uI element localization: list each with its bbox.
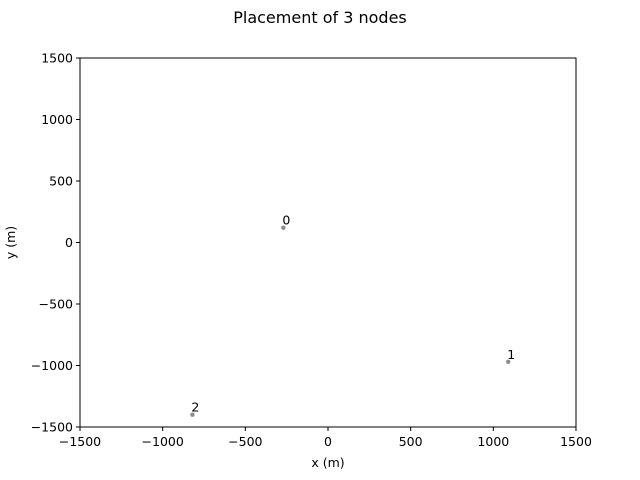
x-tick-label: 1000 xyxy=(477,434,509,449)
y-tick-label: −1000 xyxy=(31,358,73,373)
y-tick-label: 1500 xyxy=(41,51,73,66)
x-tick-label: −1500 xyxy=(59,434,101,449)
x-axis: −1500 −1000 −500 0 500 1000 1500 xyxy=(59,427,592,449)
node-label: 0 xyxy=(282,213,290,228)
x-tick-label: −500 xyxy=(228,434,262,449)
node-label: 2 xyxy=(191,400,199,415)
y-tick-label: 0 xyxy=(65,235,73,250)
plot-area xyxy=(79,57,577,428)
x-axis-label: x (m) xyxy=(311,455,344,470)
x-tick-label: 0 xyxy=(324,434,332,449)
x-tick-label: −1000 xyxy=(142,434,184,449)
y-axis: −1500 −1000 −500 0 500 1000 1500 xyxy=(31,51,80,435)
node-point xyxy=(190,412,195,417)
x-tick-label: 500 xyxy=(399,434,423,449)
node-point xyxy=(281,225,286,230)
x-tick-label: 1500 xyxy=(560,434,592,449)
y-tick-label: 1000 xyxy=(41,112,73,127)
node-point xyxy=(506,359,511,365)
chart-title: Placement of 3 nodes xyxy=(233,8,407,27)
y-tick-label: 500 xyxy=(49,174,73,189)
y-tick-label: −1500 xyxy=(31,420,73,435)
data-points: 0 1 2 xyxy=(190,213,515,417)
y-axis-label: y (m) xyxy=(3,226,18,259)
y-tick-label: −500 xyxy=(39,297,73,312)
node-label: 1 xyxy=(507,347,515,362)
